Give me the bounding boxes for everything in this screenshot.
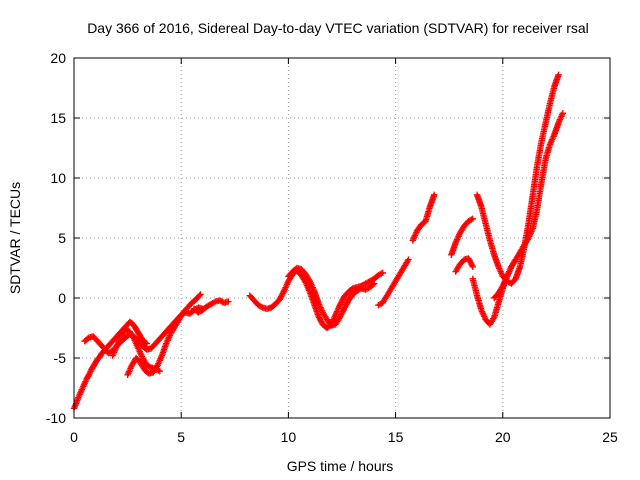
data-points xyxy=(70,71,567,412)
data-point-marker xyxy=(318,318,325,325)
y-tick-label: 15 xyxy=(50,110,66,126)
data-point-marker xyxy=(339,296,346,303)
data-point xyxy=(469,215,476,222)
data-point-marker xyxy=(490,315,497,322)
data-point xyxy=(276,296,284,303)
series-trace-n xyxy=(491,110,567,302)
data-point-marker xyxy=(404,257,411,265)
data-point xyxy=(469,263,476,270)
x-tick-label: 15 xyxy=(388,429,404,445)
data-point-marker xyxy=(343,301,350,308)
data-point xyxy=(225,298,232,305)
y-axis-ticks: -10 -5 0 5 10 15 20 xyxy=(46,50,610,426)
x-tick-label: 5 xyxy=(177,429,185,445)
x-tick-label: 0 xyxy=(70,429,78,445)
series-trace-a xyxy=(70,318,151,412)
data-point-marker xyxy=(468,260,475,268)
y-axis-label: SDTVAR / TECUs xyxy=(7,182,23,294)
data-point xyxy=(156,368,163,375)
data-point xyxy=(340,305,348,312)
data-point-marker xyxy=(369,281,377,288)
y-tick-label: -5 xyxy=(54,350,67,366)
x-axis-ticks: 0 5 10 15 20 25 xyxy=(70,58,618,445)
y-tick-label: -10 xyxy=(46,410,66,426)
y-tick-label: 0 xyxy=(58,290,66,306)
data-point-marker xyxy=(258,303,265,310)
data-point xyxy=(336,314,344,321)
series-trace-j xyxy=(448,215,476,258)
data-point xyxy=(559,110,567,117)
series-trace-h xyxy=(375,256,412,309)
data-point-marker xyxy=(466,258,474,265)
series-trace-g xyxy=(285,264,378,329)
data-point-marker xyxy=(468,216,475,223)
y-tick-label: 5 xyxy=(58,230,66,246)
data-point-marker xyxy=(338,297,346,305)
data-point-marker xyxy=(316,315,324,322)
data-point-marker xyxy=(279,290,286,297)
data-point-marker xyxy=(280,289,287,296)
data-point-marker xyxy=(278,291,286,299)
chart-title: Day 366 of 2016, Sidereal Day-to-day VTE… xyxy=(87,20,589,36)
data-point-marker xyxy=(337,300,344,307)
data-point xyxy=(315,312,322,320)
series-trace-e xyxy=(190,297,232,316)
data-point-marker xyxy=(467,259,474,266)
data-point xyxy=(336,302,344,309)
data-point-marker xyxy=(196,292,203,299)
data-point-marker xyxy=(317,317,324,324)
data-point xyxy=(197,291,204,298)
series-trace-d xyxy=(124,291,204,378)
x-tick-label: 25 xyxy=(602,429,618,445)
data-point xyxy=(143,340,151,347)
data-point xyxy=(430,191,438,198)
y-tick-label: 10 xyxy=(50,170,66,186)
data-point-marker xyxy=(466,256,473,263)
data-point-marker xyxy=(343,300,351,307)
data-point xyxy=(370,280,378,287)
data-point-marker xyxy=(146,363,153,370)
x-tick-label: 20 xyxy=(495,429,511,445)
data-point xyxy=(379,269,386,276)
series-trace-k xyxy=(452,255,476,275)
series-trace-m xyxy=(473,71,562,287)
x-axis-label: GPS time / hours xyxy=(287,458,394,474)
data-point-marker xyxy=(338,311,345,318)
data-point-marker xyxy=(315,314,323,321)
data-point-marker xyxy=(338,299,345,306)
data-point-marker xyxy=(339,308,346,315)
series-trace-b xyxy=(81,304,206,357)
data-point-marker xyxy=(85,372,92,380)
data-point-marker xyxy=(338,309,346,317)
data-point-marker xyxy=(210,299,218,306)
x-tick-label: 10 xyxy=(281,429,297,445)
series-trace-i xyxy=(409,191,438,244)
data-point xyxy=(465,255,472,262)
y-tick-label: 20 xyxy=(50,50,66,66)
data-point-marker xyxy=(378,270,385,277)
data-point xyxy=(555,71,562,78)
data-point-marker xyxy=(341,304,349,311)
data-point-marker xyxy=(278,293,285,300)
data-point-marker xyxy=(342,302,349,310)
data-point-marker xyxy=(340,307,347,314)
data-point-marker xyxy=(337,312,344,319)
data-point xyxy=(405,256,412,263)
data-point-marker xyxy=(277,294,284,301)
data-point-marker xyxy=(468,262,476,269)
